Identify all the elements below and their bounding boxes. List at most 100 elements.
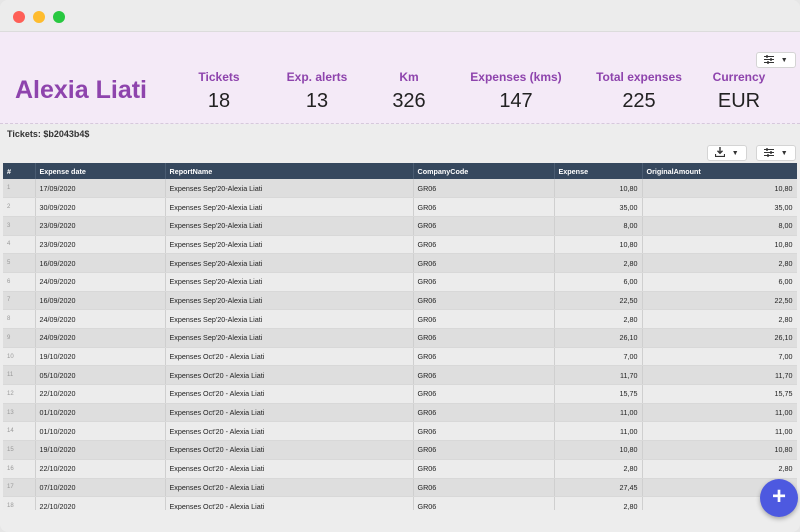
cell-expense-date: 19/10/2020 — [35, 347, 166, 367]
cell-expense: 10,80 — [554, 235, 643, 255]
chevron-down-icon: ▼ — [780, 149, 788, 157]
cell-expense-date: 22/10/2020 — [35, 496, 166, 510]
cell-original-amount: 6,00 — [642, 272, 797, 292]
cell-row-index: 13 — [3, 403, 36, 423]
cell-report-name: Expenses Oct'20 - Alexia Liati — [165, 421, 414, 442]
table-row[interactable]: 10 19/10/2020 Expenses Oct'20 - Alexia Lia… — [3, 347, 797, 367]
cell-report-name: Expenses Sep'20-Alexia Liati — [165, 309, 414, 329]
cell-expense: 10,80 — [554, 179, 643, 199]
cell-original-amount: 8,00 — [642, 216, 797, 236]
cell-expense: 6,00 — [554, 272, 643, 292]
cell-row-index: 4 — [3, 235, 36, 255]
cell-expense: 8,00 — [554, 216, 643, 236]
cell-report-name: Expenses Sep'20-Alexia Liati — [165, 253, 414, 273]
table-row[interactable]: 2 30/09/2020 Expenses Sep'20-Alexia Liati G… — [3, 197, 797, 217]
cell-report-name: Expenses Oct'20 - Alexia Liati — [165, 347, 414, 367]
column-header-index[interactable]: # — [3, 163, 36, 179]
cell-expense: 2,80 — [554, 496, 643, 510]
sliders-icon — [764, 54, 775, 66]
cell-row-index: 15 — [3, 440, 36, 460]
cell-row-index: 1 — [3, 179, 36, 199]
cell-report-name: Expenses Sep'20-Alexia Liati — [165, 328, 414, 348]
column-header-report-name[interactable]: ReportName — [165, 163, 414, 179]
cell-row-index: 11 — [3, 365, 36, 386]
stat-value: 18 — [207, 90, 231, 112]
maximize-window-button[interactable] — [53, 11, 65, 23]
user-name: Alexia Liati — [15, 76, 147, 104]
cell-original-amount: 11,00 — [642, 403, 797, 423]
cell-expense-date: 24/09/2020 — [35, 328, 166, 348]
table-row[interactable]: 12 22/10/2020 Expenses Oct'20 - Alexia Lia… — [3, 384, 797, 404]
table-row[interactable]: 17 07/10/2020 Expenses Oct'20 - Alexia Lia… — [3, 478, 797, 498]
close-window-button[interactable] — [13, 11, 25, 23]
cell-row-index: 16 — [3, 459, 36, 479]
cell-company-code: GR06 — [413, 459, 555, 479]
table-row[interactable]: 7 16/09/2020 Expenses Sep'20-Alexia Liati G… — [3, 291, 797, 311]
cell-report-name: Expenses Oct'20 - Alexia Liati — [165, 459, 414, 479]
cell-company-code: GR06 — [413, 291, 555, 311]
cell-expense-date: 24/09/2020 — [35, 309, 166, 329]
cell-company-code: GR06 — [413, 216, 555, 236]
column-header-original-amount[interactable]: OriginalAmount — [642, 163, 797, 179]
column-header-company-code[interactable]: CompanyCode — [413, 163, 555, 179]
cell-expense: 15,75 — [554, 384, 643, 404]
cell-expense-date: 01/10/2020 — [35, 421, 166, 442]
cell-original-amount: 10,80 — [642, 235, 797, 255]
table-row[interactable]: 6 24/09/2020 Expenses Sep'20-Alexia Liati G… — [3, 272, 797, 292]
cell-original-amount: 35,00 — [642, 197, 797, 217]
cell-company-code: GR06 — [413, 478, 555, 498]
minimize-window-button[interactable] — [33, 11, 45, 23]
stat-tickets: Tickets 18 — [159, 70, 279, 113]
summary-header: Alexia Liati Tickets 18 Exp. alerts 13 K… — [0, 32, 800, 124]
add-button[interactable]: + — [760, 479, 798, 517]
cell-original-amount: 15,75 — [642, 384, 797, 404]
cell-row-index: 2 — [3, 197, 36, 217]
download-button[interactable]: ▼ — [707, 145, 747, 161]
stat-label: Total expenses — [596, 70, 682, 84]
table-row[interactable]: 8 24/09/2020 Expenses Sep'20-Alexia Liati G… — [3, 309, 797, 329]
chevron-down-icon: ▼ — [731, 149, 739, 157]
cell-report-name: Expenses Sep'20-Alexia Liati — [165, 291, 414, 311]
cell-original-amount: 2,80 — [642, 309, 797, 329]
table-row[interactable]: 5 16/09/2020 Expenses Sep'20-Alexia Liati G… — [3, 253, 797, 273]
table-row[interactable]: 4 23/09/2020 Expenses Sep'20-Alexia Liati G… — [3, 235, 797, 255]
cell-company-code: GR06 — [413, 179, 555, 199]
cell-report-name: Expenses Oct'20 - Alexia Liati — [165, 403, 414, 423]
stat-exp-alerts: Exp. alerts 13 — [257, 70, 377, 113]
stat-expenses-kms: Expenses (kms) 147 — [456, 70, 576, 113]
cell-expense-date: 01/10/2020 — [35, 403, 166, 423]
table-row[interactable]: 15 19/10/2020 Expenses Oct'20 - Alexia Lia… — [3, 440, 797, 460]
cell-report-name: Expenses Sep'20-Alexia Liati — [165, 216, 414, 236]
stat-value: 326 — [392, 90, 426, 112]
table-body: 1 17/09/2020 Expenses Sep'20-Alexia Liati G… — [3, 179, 797, 510]
stat-label: Exp. alerts — [286, 70, 348, 84]
stat-value: 225 — [622, 90, 656, 112]
table-row[interactable]: 11 05/10/2020 Expenses Oct'20 - Alexia Lia… — [3, 365, 797, 386]
cell-report-name: Expenses Sep'20-Alexia Liati — [165, 235, 414, 255]
table-row[interactable]: 18 22/10/2020 Expenses Oct'20 - Alexia Lia… — [3, 496, 797, 510]
table-row[interactable]: 9 24/09/2020 Expenses Sep'20-Alexia Liati G… — [3, 328, 797, 348]
download-icon — [715, 147, 726, 159]
cell-row-index: 7 — [3, 291, 36, 311]
cell-original-amount — [642, 496, 797, 510]
stat-km: Km 326 — [349, 70, 469, 113]
table-settings-button[interactable]: ▼ — [756, 145, 796, 161]
cell-expense-date: 23/09/2020 — [35, 216, 166, 236]
cell-expense: 2,80 — [554, 459, 643, 479]
header-settings-button[interactable]: ▼ — [756, 52, 796, 68]
cell-original-amount: 22,50 — [642, 291, 797, 311]
cell-row-index: 3 — [3, 216, 36, 236]
table-row[interactable]: 1 17/09/2020 Expenses Sep'20-Alexia Liati G… — [3, 179, 797, 199]
tickets-label: Tickets: $b2043b4$ — [7, 129, 90, 139]
cell-company-code: GR06 — [413, 421, 555, 442]
expenses-table: # Expense date ReportName CompanyCode Ex… — [3, 163, 797, 510]
table-row[interactable]: 13 01/10/2020 Expenses Oct'20 - Alexia Lia… — [3, 403, 797, 423]
stat-total-expenses: Total expenses 225 — [579, 70, 699, 113]
cell-expense: 35,00 — [554, 197, 643, 217]
table-row[interactable]: 3 23/09/2020 Expenses Sep'20-Alexia Liati G… — [3, 216, 797, 236]
table-row[interactable]: 14 01/10/2020 Expenses Oct'20 - Alexia Lia… — [3, 421, 797, 442]
column-header-expense-date[interactable]: Expense date — [35, 163, 166, 179]
cell-row-index: 14 — [3, 421, 36, 442]
table-row[interactable]: 16 22/10/2020 Expenses Oct'20 - Alexia Lia… — [3, 459, 797, 479]
column-header-expense[interactable]: Expense — [554, 163, 643, 179]
